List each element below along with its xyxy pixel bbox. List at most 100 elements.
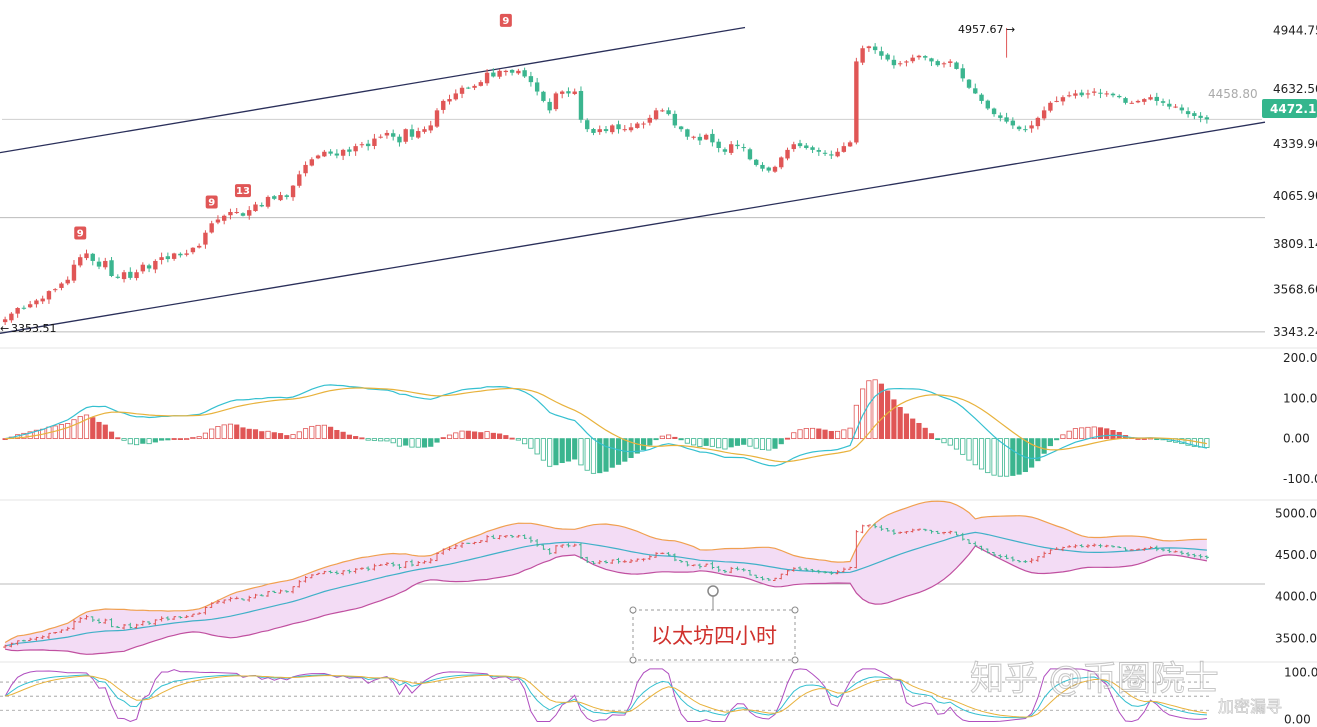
bollinger-panel: 5000.00 4500.00 4000.00 3500.00	[3, 500, 1317, 655]
candle-body	[1035, 117, 1041, 127]
macd-histogram-bar	[71, 419, 77, 440]
candle-body	[1173, 106, 1178, 108]
macd-histogram-bar	[234, 424, 240, 440]
macd-histogram-bar	[847, 427, 853, 440]
macd-histogram-bar	[290, 434, 296, 440]
bollinger-tick-label: 3500.00	[1275, 631, 1317, 645]
macd-histogram-bar	[177, 438, 183, 440]
candle-body	[403, 129, 408, 142]
upper-channel-line	[0, 26, 746, 154]
macd-histogram-bar	[440, 437, 446, 440]
candle-body	[1185, 111, 1191, 115]
candle-body	[891, 59, 897, 66]
macd-histogram-bar	[640, 438, 647, 450]
macd-histogram-bar	[302, 428, 309, 440]
candle-body	[1079, 92, 1084, 96]
price-tick-label: 4065.90	[1273, 189, 1317, 203]
candle-body	[822, 152, 828, 154]
candle-body	[416, 131, 421, 138]
candle-body	[1179, 107, 1185, 111]
td-marker-label: 13	[236, 186, 250, 197]
macd-histogram-bar	[1091, 426, 1097, 440]
candle-body	[647, 117, 653, 123]
macd-histogram-bar	[434, 438, 440, 443]
annotation-callout[interactable]: 以太坊四小时	[629, 585, 799, 664]
candle-body	[722, 149, 728, 152]
macd-histogram-bar	[58, 424, 65, 440]
macd-histogram-bar	[1185, 438, 1191, 446]
macd-histogram-bar	[1060, 434, 1066, 440]
candle-body	[973, 88, 978, 94]
macd-histogram-bar	[872, 379, 878, 440]
candle-body	[497, 70, 502, 77]
candle-body	[1023, 129, 1028, 131]
candle-body	[9, 313, 14, 321]
macd-histogram-bar	[991, 438, 997, 476]
candle-body	[1142, 99, 1147, 102]
macd-histogram-bar	[565, 438, 572, 462]
candle-body	[1098, 92, 1103, 94]
td-marker-badge	[205, 195, 218, 209]
candle-body	[566, 91, 571, 94]
candle-body	[146, 265, 152, 269]
candle-body	[46, 291, 52, 300]
bollinger-tick-label: 5000.00	[1275, 506, 1317, 520]
macd-histogram-bar	[240, 427, 246, 440]
candle-body	[1085, 93, 1091, 95]
macd-histogram-bar	[478, 432, 484, 440]
macd-histogram-bar	[553, 438, 559, 466]
svg-text:4458.80: 4458.80	[1208, 87, 1258, 101]
bollinger-tick-label: 4500.00	[1275, 548, 1317, 562]
macd-histogram-bar	[421, 438, 428, 448]
macd-histogram-bar	[953, 438, 960, 450]
macd-histogram-bar	[296, 431, 302, 440]
candle-body	[90, 253, 95, 261]
candle-body	[541, 91, 546, 101]
candle-body	[547, 101, 552, 111]
candle-body	[1160, 101, 1166, 103]
candlestick-series	[2, 27, 1210, 326]
macd-histogram-bar	[271, 432, 277, 440]
candle-body	[196, 245, 202, 248]
candle-body	[672, 113, 678, 126]
candle-body	[159, 257, 164, 260]
macd-histogram-bar	[578, 438, 584, 466]
macd-histogram-bar	[522, 438, 528, 445]
candle-body	[1129, 102, 1134, 104]
candle-body	[1048, 102, 1053, 111]
candle-body	[184, 253, 189, 255]
candle-body	[847, 142, 853, 147]
candle-body	[929, 58, 934, 62]
td-marker-label: 9	[208, 197, 215, 208]
candle-body	[1167, 103, 1172, 107]
candle-body	[904, 61, 909, 63]
candle-body	[1123, 98, 1128, 103]
macd-histogram-bar	[102, 424, 108, 440]
candle-body	[954, 62, 959, 69]
macd-histogram-bar	[428, 438, 434, 447]
macd-histogram-bar	[534, 438, 540, 455]
macd-tick-label: 200.00	[1283, 351, 1317, 365]
macd-histogram-bar	[997, 438, 1003, 477]
candle-body	[153, 260, 158, 270]
macd-histogram-bar	[634, 438, 640, 454]
candle-body	[1154, 96, 1159, 101]
candle-body	[785, 149, 790, 159]
candle-body	[841, 146, 847, 152]
candle-body	[960, 68, 965, 79]
candle-body	[297, 174, 302, 186]
candle-body	[503, 70, 509, 73]
macd-tick-label: -100.00	[1283, 472, 1317, 486]
macd-histogram-bar	[1029, 438, 1035, 468]
macd-histogram-bar	[666, 434, 672, 440]
macd-histogram-bar	[1041, 438, 1047, 454]
candle-body	[747, 149, 753, 160]
macd-histogram-bar	[96, 421, 102, 440]
macd-histogram-bar	[922, 427, 928, 440]
td-sequential-markers: 9 9 13 9	[74, 13, 512, 240]
candle-body	[78, 257, 83, 266]
candle-body	[40, 298, 45, 302]
macd-histogram-bar	[159, 438, 165, 441]
candle-body	[985, 100, 990, 109]
candle-body	[259, 205, 264, 207]
